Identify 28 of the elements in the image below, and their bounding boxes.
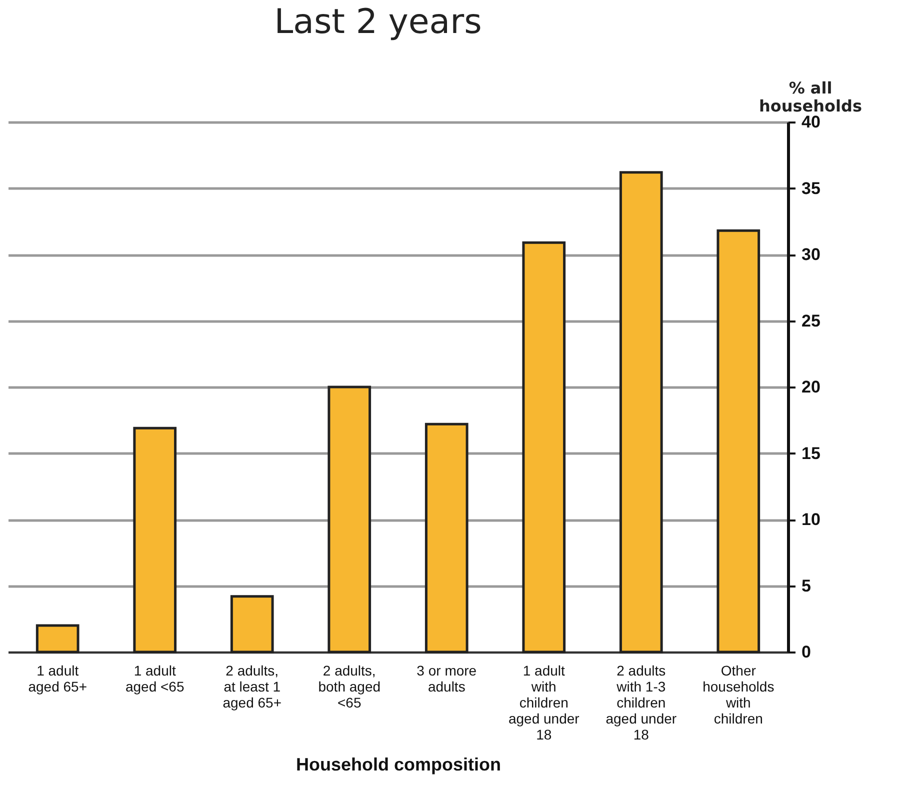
x-axis-title: Household composition bbox=[296, 754, 501, 774]
y-tick-label: 5 bbox=[802, 576, 811, 596]
bar bbox=[133, 426, 177, 654]
x-tick-label: 1 adult aged <65 bbox=[125, 662, 184, 694]
bar bbox=[522, 241, 566, 654]
y-tick-label: 10 bbox=[802, 510, 820, 529]
bar bbox=[424, 422, 468, 654]
y-tick-label: 40 bbox=[802, 112, 820, 132]
x-tick-label: 2 adults, both aged <65 bbox=[318, 662, 381, 710]
bar bbox=[36, 624, 80, 654]
x-tick-label: 1 adult with children aged under 18 bbox=[508, 662, 580, 742]
x-tick-label: 3 or more adults bbox=[416, 662, 477, 694]
x-tick-label: Other households with children bbox=[702, 662, 774, 726]
x-tick-label: 2 adults with 1-3 children aged under 18 bbox=[606, 662, 677, 742]
x-tick-label: 1 adult aged 65+ bbox=[28, 662, 87, 694]
y-tick-label: 15 bbox=[802, 444, 820, 463]
bar bbox=[230, 595, 274, 654]
y-axis-title: % all households bbox=[759, 78, 862, 116]
bar bbox=[328, 386, 372, 654]
y-tick-label: 30 bbox=[802, 245, 820, 264]
y-tick-label: 0 bbox=[802, 642, 811, 662]
bar bbox=[619, 171, 663, 654]
y-tick-label: 35 bbox=[802, 178, 820, 198]
y-tick-label: 25 bbox=[802, 311, 820, 330]
y-tick-label: 20 bbox=[802, 378, 820, 396]
chart-title: Last 2 years bbox=[274, 2, 482, 42]
x-tick-label: 2 adults, at least 1 aged 65+ bbox=[222, 662, 282, 710]
bar bbox=[716, 229, 760, 654]
